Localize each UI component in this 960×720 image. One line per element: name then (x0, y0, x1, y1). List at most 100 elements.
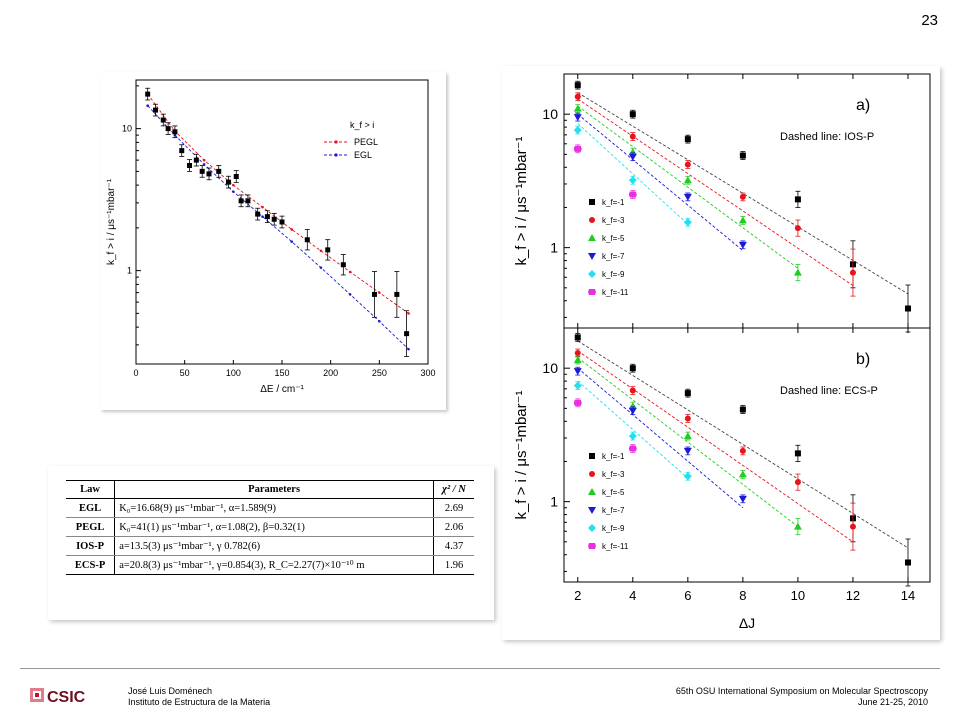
data-point (628, 432, 637, 441)
data-point (904, 559, 911, 566)
data-point (629, 365, 636, 372)
law-cell: ECS-P (66, 555, 116, 575)
data-point (849, 269, 856, 276)
data-point (325, 247, 331, 253)
data-point (573, 368, 582, 376)
data-point (738, 216, 747, 224)
fit-point (232, 190, 235, 193)
data-point (683, 432, 692, 440)
law-cell: EGL (66, 498, 116, 518)
fit-line-egl (147, 105, 409, 350)
x-tick-label: 10 (791, 588, 805, 603)
data-point (794, 479, 801, 486)
data-point (628, 407, 637, 415)
conference-name: 65th OSU International Symposium on Mole… (675, 686, 928, 696)
fit-point (319, 249, 323, 253)
data-point (245, 198, 251, 204)
y-tick-label: 1 (550, 494, 558, 510)
fit-line (577, 340, 909, 549)
fit-point (348, 293, 352, 296)
legend-label: EGL (354, 150, 372, 160)
chi-cell: 4.37 (433, 536, 474, 556)
legend-marker (589, 471, 595, 477)
data-point (684, 415, 691, 422)
legend-marker (588, 234, 596, 241)
data-point (849, 523, 856, 530)
panel-annotation: Dashed line: ECS-P (780, 385, 878, 397)
data-point (145, 91, 151, 97)
right-chart-panel: 10 1 k_f > i / μs⁻¹mbar⁻¹ a) Dashed line: IO… (502, 66, 940, 640)
legend-label: k_f=-3 (602, 216, 625, 225)
data-point (573, 145, 582, 152)
data-point (683, 176, 692, 184)
data-point (573, 114, 582, 122)
data-point (165, 126, 171, 132)
fit-point (319, 266, 323, 269)
fit-point (290, 240, 294, 243)
data-point (793, 522, 802, 530)
footer-divider (20, 668, 940, 669)
panel-label: b) (856, 351, 870, 368)
delta-j-chart: 10 1 k_f > i / μs⁻¹mbar⁻¹ a) Dashed line: IO… (513, 73, 931, 631)
x-tick-label: 250 (372, 368, 387, 378)
logo-text: CSIC (47, 689, 86, 706)
x-tick-label: 50 (180, 368, 190, 378)
data-point (629, 387, 636, 394)
chi-cell: 2.69 (433, 498, 474, 518)
fit-point (146, 104, 149, 108)
header-parameters: Parameters (114, 480, 434, 499)
fit-line (577, 367, 744, 509)
left-chart-panel: 0 50 100 150 200 250 300 10 1 ΔE / cm⁻¹ k_f > i / … (100, 72, 446, 410)
data-point (574, 93, 581, 100)
fit-line (577, 98, 854, 286)
x-axis-label: ΔE / cm⁻¹ (260, 384, 304, 395)
fit-point (202, 158, 206, 162)
y-tick-label: 10 (542, 360, 558, 376)
data-point (574, 82, 581, 89)
legend-title: k_f > i (350, 120, 374, 130)
fit-line (577, 350, 854, 543)
panel-label: a) (856, 97, 870, 114)
legend-marker (588, 253, 596, 260)
data-point (629, 111, 636, 118)
data-point (233, 174, 239, 180)
data-point (340, 262, 346, 268)
data-point (225, 179, 231, 185)
y-tick-label: 10 (122, 124, 132, 134)
legend-label: k_f=-3 (602, 470, 625, 479)
x-tick-label: 0 (133, 368, 138, 378)
header-chi: χ² / N (433, 480, 474, 499)
params-cell: K₀=16.68(9) μs⁻¹mbar⁻¹, α=1.589(9) (114, 498, 434, 518)
data-point (738, 470, 747, 478)
legend-marker (589, 453, 595, 459)
legend-label: k_f=-11 (602, 542, 629, 551)
footer-author-block: José Luis Doménech Instituto de Estructu… (128, 686, 270, 708)
header-law: Law (66, 480, 116, 499)
fit-line (577, 113, 744, 251)
fit-line (577, 105, 799, 269)
data-point (574, 349, 581, 356)
legend-label: k_f=-5 (602, 234, 625, 243)
panel-frame (563, 327, 931, 583)
data-point (152, 107, 158, 113)
data-point (160, 117, 166, 123)
fit-point (232, 183, 235, 187)
parameters-table-panel: Law Parameters χ² / N EGL K₀=16.68(9) μs… (48, 466, 494, 620)
data-point (255, 211, 261, 217)
data-point (271, 216, 277, 222)
data-point (371, 291, 377, 297)
data-point (739, 193, 746, 200)
fit-point (261, 205, 264, 209)
data-point (179, 148, 185, 154)
x-tick-label: 8 (739, 588, 746, 603)
fit-point (261, 215, 264, 218)
data-point (684, 136, 691, 143)
csic-logo: CSIC (30, 688, 86, 706)
fit-point (348, 270, 352, 274)
data-point (684, 161, 691, 168)
legend-label: k_f=-9 (602, 524, 625, 533)
params-cell: a=20.8(3) μs⁻¹mbar⁻¹, γ=0.854(3), R_C=2.… (114, 555, 434, 575)
y-tick-label: 10 (542, 106, 558, 122)
data-point (628, 176, 637, 185)
data-point (628, 153, 637, 161)
